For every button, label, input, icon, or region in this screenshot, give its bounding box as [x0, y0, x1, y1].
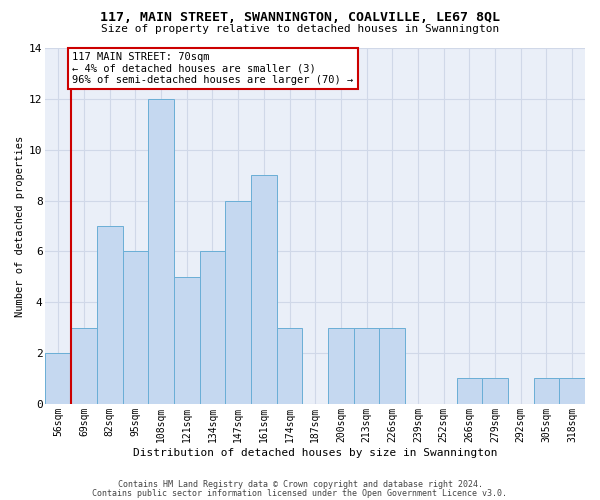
Bar: [148, 99, 174, 404]
Text: 117, MAIN STREET, SWANNINGTON, COALVILLE, LE67 8QL: 117, MAIN STREET, SWANNINGTON, COALVILLE…: [100, 11, 500, 24]
X-axis label: Distribution of detached houses by size in Swannington: Distribution of detached houses by size …: [133, 448, 497, 458]
Bar: [457, 378, 482, 404]
Bar: [533, 378, 559, 404]
Bar: [225, 200, 251, 404]
Text: Contains HM Land Registry data © Crown copyright and database right 2024.: Contains HM Land Registry data © Crown c…: [118, 480, 482, 489]
Bar: [354, 328, 379, 404]
Bar: [277, 328, 302, 404]
Text: Contains public sector information licensed under the Open Government Licence v3: Contains public sector information licen…: [92, 488, 508, 498]
Text: Size of property relative to detached houses in Swannington: Size of property relative to detached ho…: [101, 24, 499, 34]
Bar: [46, 353, 71, 404]
Text: 117 MAIN STREET: 70sqm
← 4% of detached houses are smaller (3)
96% of semi-detac: 117 MAIN STREET: 70sqm ← 4% of detached …: [73, 52, 353, 85]
Bar: [200, 252, 225, 404]
Bar: [71, 328, 97, 404]
Bar: [122, 252, 148, 404]
Y-axis label: Number of detached properties: Number of detached properties: [15, 136, 25, 316]
Bar: [482, 378, 508, 404]
Bar: [174, 277, 200, 404]
Bar: [97, 226, 122, 404]
Bar: [559, 378, 585, 404]
Bar: [328, 328, 354, 404]
Bar: [251, 175, 277, 404]
Bar: [379, 328, 405, 404]
